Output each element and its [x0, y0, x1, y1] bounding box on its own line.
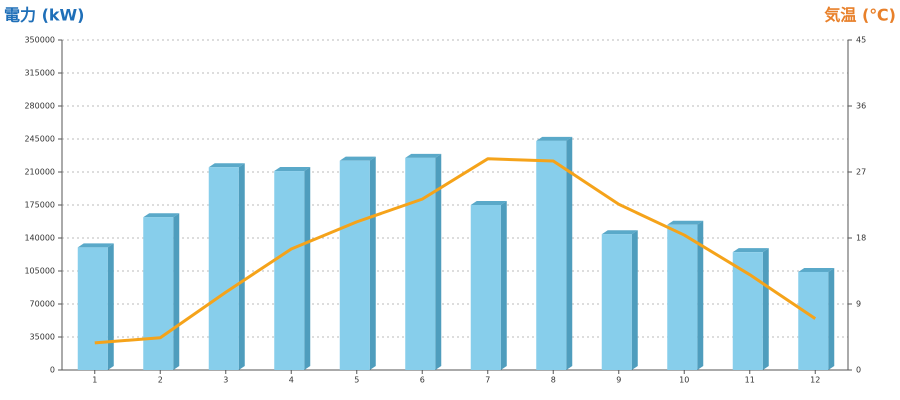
- bar-top: [208, 163, 245, 168]
- bar: [601, 234, 632, 370]
- y-tick-label: 105000: [24, 267, 55, 276]
- y-tick-label: 245000: [24, 135, 55, 144]
- x-tick-label: 8: [551, 376, 556, 385]
- x-tick-label: 11: [745, 376, 755, 385]
- bar-top: [732, 248, 769, 253]
- bar-side: [173, 213, 180, 370]
- x-tick-label: 2: [158, 376, 163, 385]
- y-tick-label: 210000: [24, 168, 55, 177]
- bar: [470, 205, 501, 370]
- bar-side: [107, 243, 114, 370]
- bar-top: [339, 156, 376, 161]
- bar-top: [601, 230, 638, 235]
- x-tick-label: 4: [289, 376, 294, 385]
- x-tick-label: 3: [223, 376, 228, 385]
- y-tick-label: 350000: [24, 36, 55, 45]
- bar-side: [828, 267, 835, 370]
- y2-tick-label: 18: [856, 234, 866, 243]
- bar-top: [667, 220, 704, 225]
- x-tick-label: 1: [92, 376, 97, 385]
- y-axis-title: 電力 (kW): [4, 6, 85, 25]
- bar-top: [536, 136, 573, 141]
- y2-tick-label: 27: [856, 168, 866, 177]
- bar: [798, 271, 829, 370]
- bar-side: [566, 136, 573, 370]
- x-tick-label: 10: [679, 376, 689, 385]
- bar-top: [405, 153, 442, 158]
- bar: [405, 157, 436, 370]
- bar-side: [500, 201, 507, 370]
- bar-top: [274, 167, 311, 172]
- bar-side: [304, 167, 311, 370]
- bar-top: [798, 267, 835, 272]
- x-tick-label: 6: [420, 376, 425, 385]
- y-tick-label: 140000: [24, 234, 55, 243]
- bar: [208, 167, 239, 370]
- bar-side: [435, 153, 442, 370]
- y-tick-label: 175000: [24, 201, 55, 210]
- bar-side: [697, 220, 704, 370]
- y2-tick-label: 36: [856, 102, 866, 111]
- bar-top: [143, 213, 180, 218]
- bar: [274, 171, 305, 370]
- y-tick-label: 70000: [30, 300, 55, 309]
- y-tick-label: 280000: [24, 102, 55, 111]
- bar: [536, 140, 567, 370]
- y2-tick-label: 9: [856, 300, 861, 309]
- y2-tick-label: 45: [856, 36, 866, 45]
- bar: [667, 224, 698, 370]
- bar: [77, 247, 108, 370]
- y2-tick-label: 0: [856, 366, 861, 375]
- x-tick-label: 9: [616, 376, 621, 385]
- bar: [143, 217, 174, 370]
- x-tick-label: 12: [810, 376, 820, 385]
- bar-top: [77, 243, 114, 248]
- bar-top: [470, 201, 507, 205]
- x-tick-label: 7: [485, 376, 490, 385]
- bar-side: [762, 248, 769, 370]
- bar-side: [238, 163, 245, 370]
- bar: [339, 160, 370, 370]
- y-tick-label: 35000: [30, 333, 55, 342]
- x-tick-label: 5: [354, 376, 359, 385]
- line: [94, 157, 817, 345]
- bar: [732, 252, 763, 370]
- bar-side: [631, 230, 638, 370]
- y-tick-label: 0: [50, 366, 55, 375]
- y-tick-label: 315000: [24, 69, 55, 78]
- y2-axis-title: 気温 (℃): [824, 6, 896, 25]
- bar-side: [369, 156, 376, 370]
